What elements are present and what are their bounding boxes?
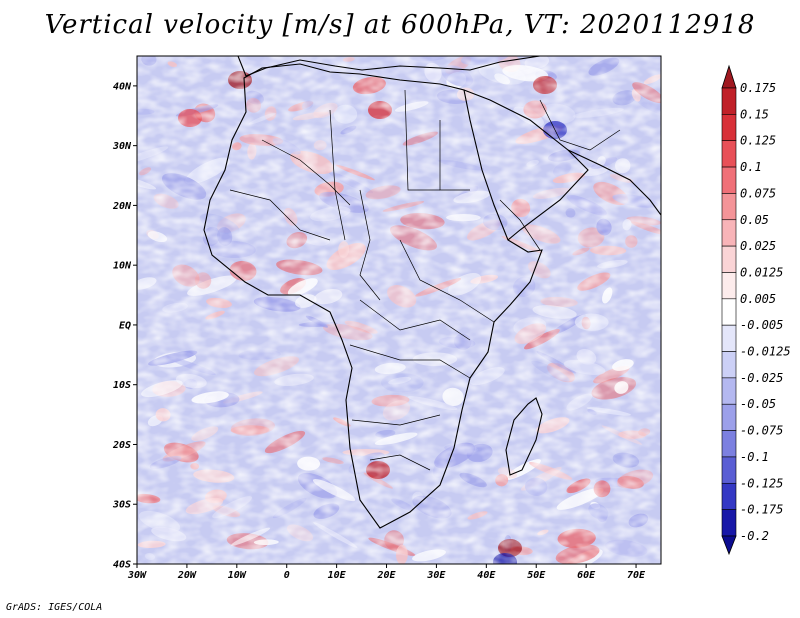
- colorbar-label: 0.175: [740, 81, 776, 95]
- coastline-europe: [237, 56, 541, 77]
- longitude-axis: 30W 20W 10W 0 10E 20E 30E 40E 50E 60E 70E: [127, 564, 646, 581]
- lat-label: 20S: [112, 440, 131, 451]
- lon-label: 10W: [228, 570, 247, 581]
- colorbar-swatch: [721, 87, 737, 115]
- colorbar-swatch: [721, 377, 737, 405]
- colorbar-label: -0.1: [740, 450, 769, 464]
- lat-label: EQ: [119, 320, 131, 331]
- colorbar-swatch: [721, 114, 737, 141]
- colorbar-label: 0.005: [740, 292, 776, 306]
- colorbar-label: -0.075: [740, 424, 783, 438]
- footer-credit: GrADS: IGES/COLA: [6, 602, 103, 613]
- colorbar-swatch: [721, 140, 737, 168]
- plot-frame: [136, 55, 662, 565]
- colorbar-label: 0.025: [740, 239, 776, 253]
- colorbar-label: 0.0125: [740, 265, 783, 279]
- lat-label: 10N: [113, 261, 132, 272]
- lat-label: 30S: [112, 500, 131, 511]
- colorbar-swatch: [721, 166, 737, 194]
- coastline-arabia: [463, 89, 589, 241]
- colorbar-arrow-top: [721, 64, 737, 89]
- lon-label: 30E: [426, 570, 446, 581]
- lon-label: 20W: [177, 570, 197, 581]
- colorbar-swatch: [721, 456, 737, 484]
- lon-label: 50E: [527, 570, 546, 581]
- lon-label: 70E: [627, 570, 646, 581]
- colorbar-swatch: [721, 482, 737, 510]
- colorbar-label: -0.05: [740, 397, 776, 411]
- lon-label: 60E: [577, 570, 596, 581]
- colorbar-swatch: [721, 324, 737, 352]
- coastlines: [203, 56, 661, 529]
- colorbar-swatch: [721, 272, 737, 300]
- colorbar: 0.175 0.15 0.125 0.1 0.075 0.05 0.025 0.0125 0.0…: [721, 64, 791, 556]
- lon-label: 10E: [328, 570, 347, 581]
- lat-label: 30N: [112, 141, 132, 152]
- colorbar-label: 0.125: [740, 134, 776, 148]
- lon-label: 0: [284, 570, 290, 581]
- chart-title: Vertical velocity [m/s] at 600hPa, VT: 2…: [44, 10, 756, 40]
- colorbar-label: -0.0125: [740, 345, 791, 359]
- colorbar-label: 0.075: [740, 186, 776, 200]
- colorbar-swatch: [721, 298, 737, 326]
- lat-label: 10S: [113, 380, 131, 391]
- coastline-africa: [203, 63, 543, 529]
- colorbar-swatch: [721, 219, 737, 247]
- lon-label: 30W: [127, 570, 147, 581]
- colorbar-swatch: [721, 403, 737, 431]
- colorbar-swatch: [721, 351, 737, 379]
- colorbar-label: -0.2: [740, 529, 769, 543]
- lon-label: 40E: [477, 570, 496, 581]
- colorbar-label: -0.175: [740, 503, 783, 517]
- colorbar-swatch: [721, 430, 737, 458]
- colorbar-label: -0.025: [740, 371, 783, 385]
- colorbar-swatch: [721, 193, 737, 221]
- lat-label: 40N: [113, 81, 132, 92]
- lat-label: 20N: [112, 201, 132, 212]
- colorbar-swatch: [721, 509, 737, 537]
- streak-texture: [137, 56, 661, 564]
- colorbar-arrow-bottom: [721, 535, 737, 556]
- coastline-madagascar: [505, 397, 543, 476]
- coastline-iran-india: [567, 149, 661, 216]
- lat-label: 40S: [113, 560, 131, 571]
- country-borders: [229, 89, 621, 471]
- lon-label: 20E: [376, 570, 396, 581]
- colorbar-label: 0.05: [740, 213, 769, 227]
- colorbar-label: -0.005: [740, 318, 783, 332]
- colorbar-label: 0.15: [740, 107, 769, 121]
- latitude-axis: 40N 30N 20N 10N EQ 10S 20S 30S 40S: [112, 81, 137, 571]
- colorbar-swatch: [721, 245, 737, 273]
- colorbar-label: -0.125: [740, 476, 783, 490]
- field-layer: [137, 56, 661, 564]
- colorbar-label: 0.1: [740, 160, 762, 174]
